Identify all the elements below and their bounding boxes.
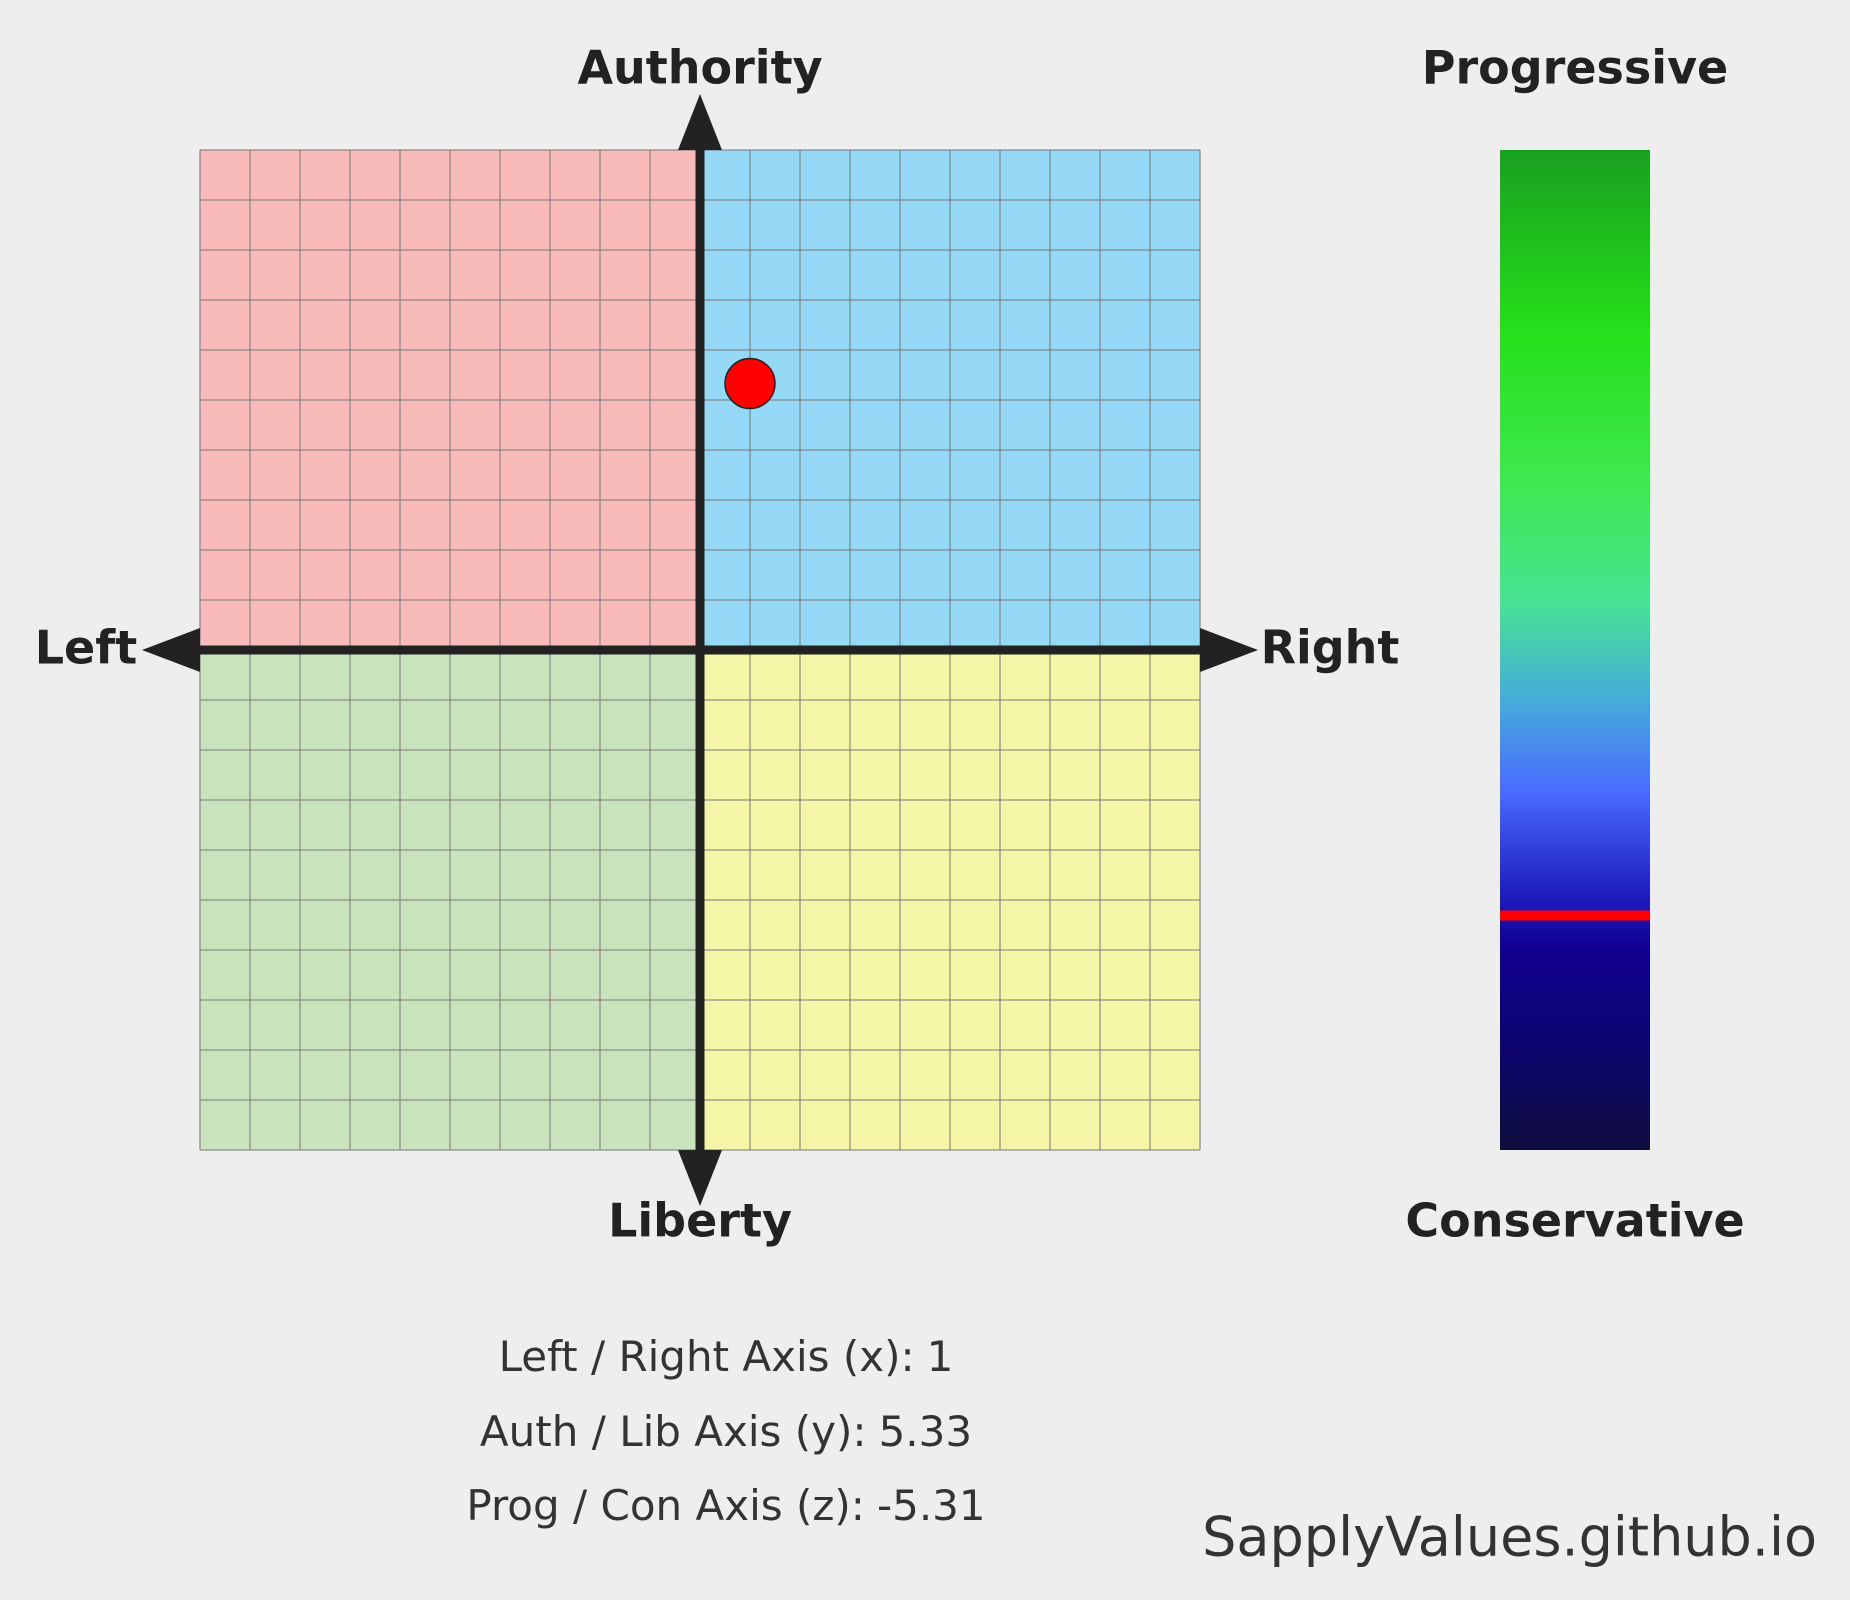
arrowhead xyxy=(678,1150,722,1206)
arrowhead xyxy=(142,628,200,672)
stat-label: Prog / Con Axis (z): xyxy=(466,1481,865,1530)
stat-x: Left / Right Axis (x): 1 xyxy=(499,1332,954,1381)
stat-value: 1 xyxy=(927,1332,954,1381)
stat-y: Auth / Lib Axis (y): 5.33 xyxy=(480,1407,972,1456)
footer: SapplyValues.github.io xyxy=(1202,1506,1817,1569)
z-top-label: Progressive xyxy=(1422,41,1729,95)
stat-z: Prog / Con Axis (z): -5.31 xyxy=(466,1481,985,1530)
point xyxy=(724,357,776,410)
stat-value: 5.33 xyxy=(879,1407,973,1456)
bottom-label: Liberty xyxy=(608,1194,792,1248)
z-bottom-label: Conservative xyxy=(1405,1194,1744,1248)
stat-label: Auth / Lib Axis (y): xyxy=(480,1407,867,1456)
arrowhead xyxy=(678,94,722,150)
arrowhead xyxy=(1200,628,1258,672)
plot xyxy=(142,94,1258,1206)
stat-label: Left / Right Axis (x): xyxy=(499,1332,915,1381)
z-scale-bar xyxy=(1500,150,1650,1150)
stat-value: -5.31 xyxy=(877,1481,986,1530)
right-label: Right xyxy=(1261,621,1400,675)
left-label: Left xyxy=(35,621,138,675)
z-marker xyxy=(1500,910,1650,921)
top-label: Authority xyxy=(577,41,822,95)
